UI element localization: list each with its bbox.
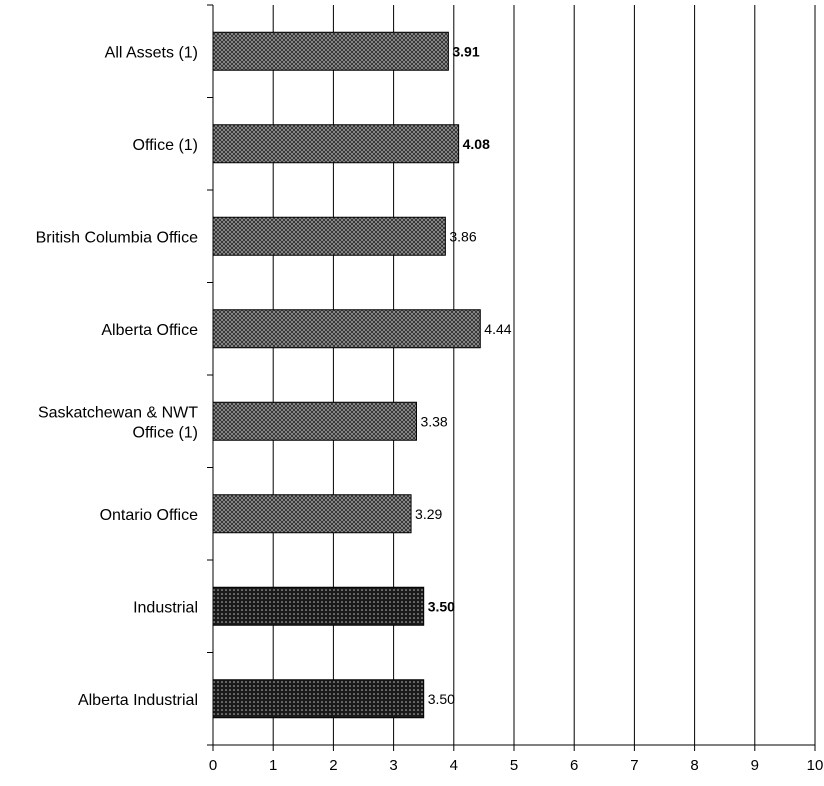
data-label-alberta-industrial: 3.50	[428, 691, 455, 707]
category-label-line: Ontario Office	[100, 507, 199, 524]
bar-saskatchewan-nwt-office-1	[212, 401, 417, 441]
x-tick-label-1: 1	[269, 757, 277, 774]
bar-british-columbia-office	[212, 216, 446, 256]
data-label-alberta-office: 4.44	[484, 321, 511, 337]
category-label-line: Industrial	[133, 599, 198, 616]
category-label-alberta-industrial: Alberta Industrial	[78, 692, 198, 709]
category-label-line: Alberta Industrial	[78, 692, 198, 709]
x-tick-label-2: 2	[329, 757, 337, 774]
bar-alberta-industrial	[212, 679, 425, 719]
category-label-line: Office (1)	[133, 424, 199, 441]
bar-office-1	[212, 124, 460, 164]
bar-ontario-office	[212, 494, 412, 534]
x-tick-label-0: 0	[209, 757, 217, 774]
bar-alberta-office	[212, 309, 481, 349]
x-tick-label-10: 10	[807, 757, 824, 774]
data-label-saskatchewan-nwt-office-1: 3.38	[420, 413, 447, 429]
labels: 0 1 2 3 4 5 6 7 8 9 10 3.91 All Assets (1) 4.08 Office…	[36, 43, 824, 774]
category-label-office-1: Office (1)	[133, 137, 199, 154]
category-label-line: Alberta Office	[101, 322, 198, 339]
data-label-industrial: 3.50	[428, 598, 455, 614]
gridlines	[272, 5, 816, 745]
category-label-line: Office (1)	[133, 137, 199, 154]
category-label-all-assets-1: All Assets (1)	[105, 44, 198, 61]
category-label-ontario-office: Ontario Office	[100, 507, 199, 524]
category-label-saskatchewan-nwt-office-1: Saskatchewan & NWT Office (1)	[38, 404, 198, 441]
category-label-line: British Columbia Office	[36, 229, 199, 246]
category-label-line: Saskatchewan & NWT	[38, 404, 198, 421]
category-label-line: All Assets (1)	[105, 44, 198, 61]
category-label-british-columbia-office: British Columbia Office	[36, 229, 199, 246]
data-label-office-1: 4.08	[463, 136, 490, 152]
bar-industrial	[212, 586, 425, 626]
x-tick-label-5: 5	[510, 757, 518, 774]
bars	[212, 31, 481, 719]
data-label-ontario-office: 3.29	[415, 506, 442, 522]
category-label-industrial: Industrial	[133, 599, 198, 616]
x-tick-label-9: 9	[751, 757, 759, 774]
x-tick-label-6: 6	[570, 757, 578, 774]
x-tick-label-8: 8	[690, 757, 698, 774]
data-label-british-columbia-office: 3.86	[449, 228, 476, 244]
category-label-alberta-office: Alberta Office	[101, 322, 198, 339]
x-tick-label-4: 4	[450, 757, 458, 774]
x-tick-label-3: 3	[389, 757, 397, 774]
axes	[207, 4, 816, 751]
data-label-all-assets-1: 3.91	[452, 43, 479, 59]
x-tick-label-7: 7	[630, 757, 638, 774]
bar-all-assets-1	[212, 31, 449, 71]
